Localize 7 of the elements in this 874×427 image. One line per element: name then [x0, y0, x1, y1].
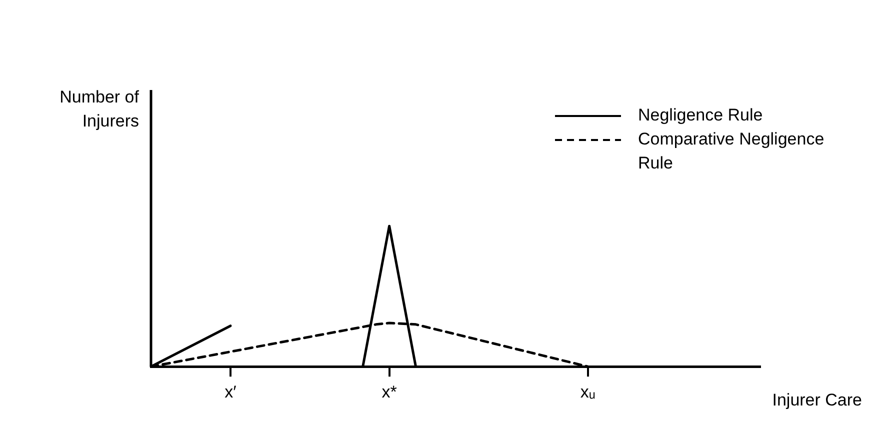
text: Number of Injurers: [60, 88, 140, 131]
x-tick-label: xᵤ: [580, 382, 596, 402]
x-axis-title: Injurer Care: [772, 390, 862, 410]
x-tick-label: x′: [224, 382, 236, 402]
x-tick-label: x*: [382, 382, 398, 402]
legend-label: Negligence Rule: [638, 106, 763, 125]
legend-label: Comparative Negligence Rule: [638, 130, 824, 173]
